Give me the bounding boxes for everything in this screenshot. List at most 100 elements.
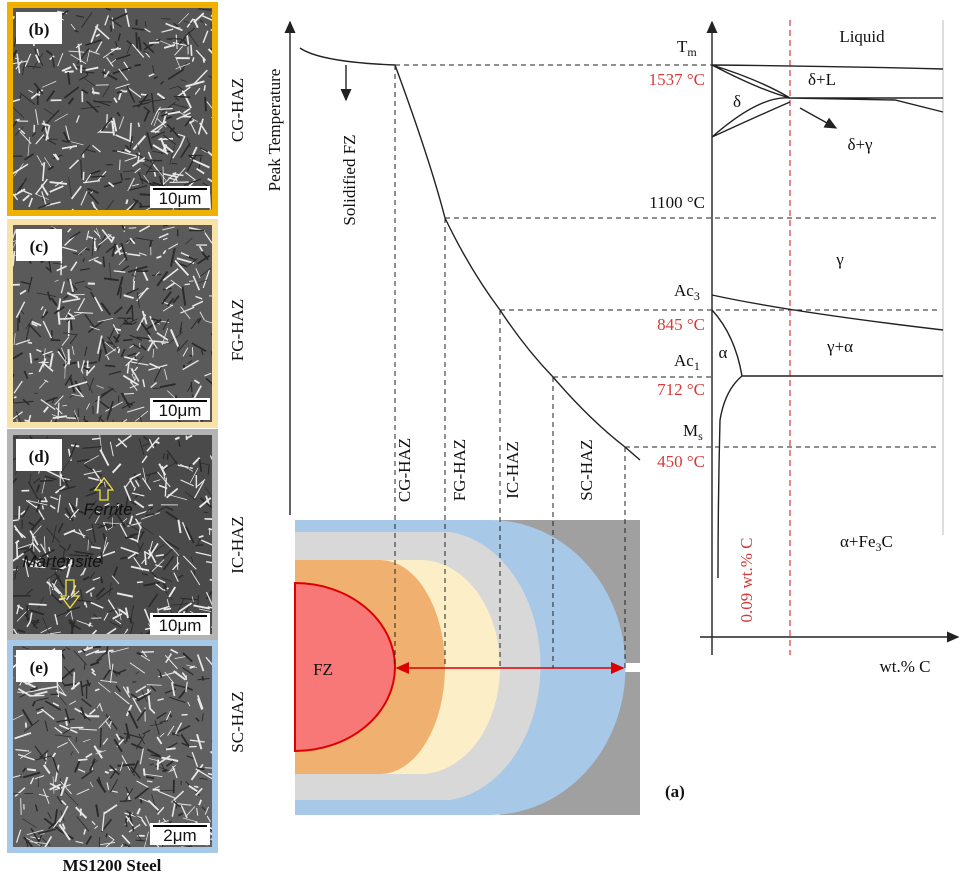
x-axis-label: wt.% C — [880, 657, 931, 676]
zone-label: IC-HAZ — [228, 516, 247, 574]
panel-label: (b) — [29, 20, 50, 39]
annotation: Martensite — [22, 552, 101, 571]
grain — [205, 97, 206, 111]
grain — [36, 94, 40, 95]
panel-label: (e) — [30, 658, 49, 677]
grain — [94, 102, 112, 103]
phase-region: γ — [835, 250, 844, 269]
grain — [138, 123, 139, 127]
fe3c-region: α+Fe3C — [840, 532, 893, 554]
phase-region: γ+α — [826, 337, 853, 356]
fe3c-text: α+Fe — [840, 532, 876, 551]
grain — [150, 241, 151, 247]
fz-label: Solidified FZ — [340, 134, 359, 225]
grain — [16, 119, 20, 120]
delta-gamma-arrow — [800, 108, 836, 128]
grain — [78, 361, 79, 367]
grain — [127, 687, 128, 694]
grain — [134, 65, 140, 66]
grain — [17, 543, 18, 560]
grain — [191, 45, 192, 56]
tm-label: Tm — [677, 37, 697, 59]
grain — [125, 179, 130, 180]
grain — [120, 160, 121, 170]
ms: M — [683, 421, 698, 440]
grain — [158, 139, 173, 140]
grain — [163, 609, 171, 610]
tm: T — [677, 37, 688, 56]
grain — [100, 132, 114, 133]
grain — [192, 347, 193, 356]
phase-region: Liquid — [839, 27, 885, 46]
grain — [202, 676, 203, 680]
zone-label: FG-HAZ — [228, 299, 247, 361]
haz-column-label: SC-HAZ — [577, 439, 596, 500]
tm-sub: m — [687, 45, 697, 59]
grain — [194, 786, 198, 787]
grain — [65, 71, 74, 72]
grain — [27, 769, 36, 770]
grain — [137, 582, 143, 583]
grain — [204, 85, 205, 91]
grain — [91, 176, 105, 177]
grain — [105, 772, 109, 773]
grain — [198, 595, 199, 605]
scale-label: 2μm — [163, 826, 196, 845]
grain — [58, 403, 59, 420]
grain — [95, 241, 96, 252]
grain — [93, 647, 101, 648]
grain — [34, 359, 38, 360]
phase-region: α — [719, 343, 728, 362]
grain — [189, 356, 194, 357]
zone-label: SC-HAZ — [228, 691, 247, 752]
grain — [175, 27, 180, 28]
grain — [92, 438, 101, 439]
grain — [147, 685, 162, 686]
ac3-label: Ac3 — [674, 281, 700, 303]
grain — [174, 96, 190, 97]
temperature-label: 450 °C — [657, 452, 705, 471]
grain — [148, 505, 153, 506]
figure: MS1200 Steel Peak Temperature Solidified… — [0, 0, 963, 877]
scale-label: 10μm — [159, 616, 202, 635]
haz-column-label: CG-HAZ — [395, 438, 414, 502]
grain — [91, 593, 92, 597]
scale-label: 10μm — [159, 401, 202, 420]
grain — [149, 42, 159, 43]
haz-column-label: FG-HAZ — [450, 439, 469, 501]
grain — [191, 382, 192, 392]
annotation: Ferrite — [83, 500, 132, 519]
grain — [105, 365, 115, 366]
grain — [78, 759, 87, 760]
grain — [154, 172, 155, 177]
ac1-sub: 1 — [694, 359, 700, 373]
grain — [124, 393, 134, 394]
temperature-label: 845 °C — [657, 315, 705, 334]
grain — [185, 284, 190, 285]
ac3: Ac — [674, 281, 694, 300]
grain — [144, 768, 145, 775]
ac1: Ac — [674, 351, 694, 370]
panel-label: (c) — [30, 237, 49, 256]
ac1-label: Ac1 — [674, 351, 700, 373]
grain — [100, 728, 101, 748]
haz-column-label: IC-HAZ — [503, 441, 522, 499]
grain — [195, 545, 203, 546]
material-caption: MS1200 Steel — [63, 856, 162, 875]
grain — [118, 349, 119, 354]
grain — [42, 505, 43, 509]
grain — [198, 769, 205, 770]
panel-label: (a) — [665, 782, 685, 801]
phase-region: δ — [733, 92, 741, 111]
micrographs — [0, 5, 227, 863]
ac3-sub: 3 — [694, 289, 700, 303]
weld-label: FZ — [313, 660, 333, 679]
weld-section — [295, 520, 645, 815]
zone-label: CG-HAZ — [228, 78, 247, 142]
grain — [147, 781, 152, 782]
grain — [134, 281, 135, 290]
temperature-label: 1537 °C — [649, 70, 705, 89]
axis-title: Peak Temperature — [265, 69, 284, 192]
grain — [68, 349, 69, 364]
grain — [132, 306, 133, 321]
